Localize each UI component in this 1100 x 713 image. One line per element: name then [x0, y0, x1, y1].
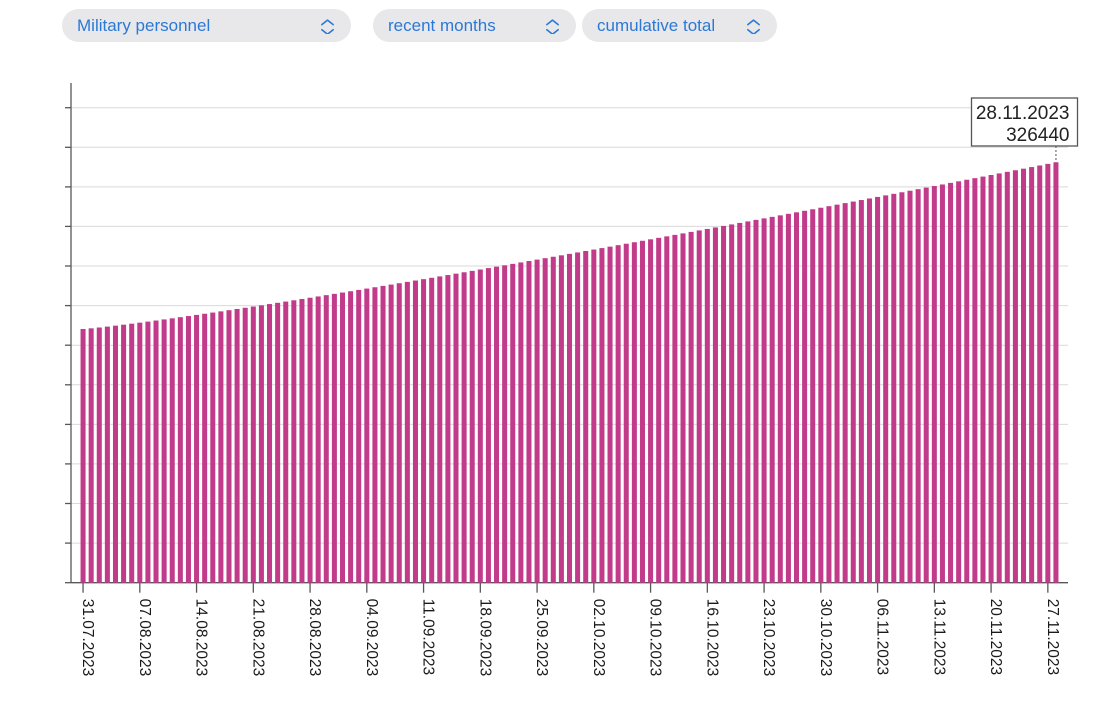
svg-text:27.11.2023: 27.11.2023: [1044, 599, 1061, 675]
svg-text:13.11.2023: 13.11.2023: [930, 599, 947, 675]
svg-text:326440: 326440: [1006, 125, 1069, 146]
svg-text:04.09.2023: 04.09.2023: [363, 599, 380, 677]
svg-text:02.10.2023: 02.10.2023: [590, 599, 607, 677]
svg-text:06.11.2023: 06.11.2023: [874, 599, 891, 675]
svg-text:09.10.2023: 09.10.2023: [647, 599, 664, 677]
svg-text:11.09.2023: 11.09.2023: [420, 599, 437, 675]
svg-text:28.08.2023: 28.08.2023: [306, 599, 323, 677]
svg-text:28.11.2023: 28.11.2023: [976, 103, 1070, 124]
svg-text:30.10.2023: 30.10.2023: [817, 599, 834, 677]
svg-text:18.09.2023: 18.09.2023: [476, 599, 493, 677]
svg-text:14.08.2023: 14.08.2023: [193, 599, 210, 677]
svg-text:16.10.2023: 16.10.2023: [703, 599, 720, 677]
svg-text:20.11.2023: 20.11.2023: [987, 599, 1004, 675]
svg-text:31.07.2023: 31.07.2023: [79, 599, 96, 677]
svg-text:25.09.2023: 25.09.2023: [533, 599, 550, 677]
svg-text:07.08.2023: 07.08.2023: [136, 599, 153, 677]
svg-text:21.08.2023: 21.08.2023: [249, 599, 266, 677]
svg-text:23.10.2023: 23.10.2023: [760, 599, 777, 677]
